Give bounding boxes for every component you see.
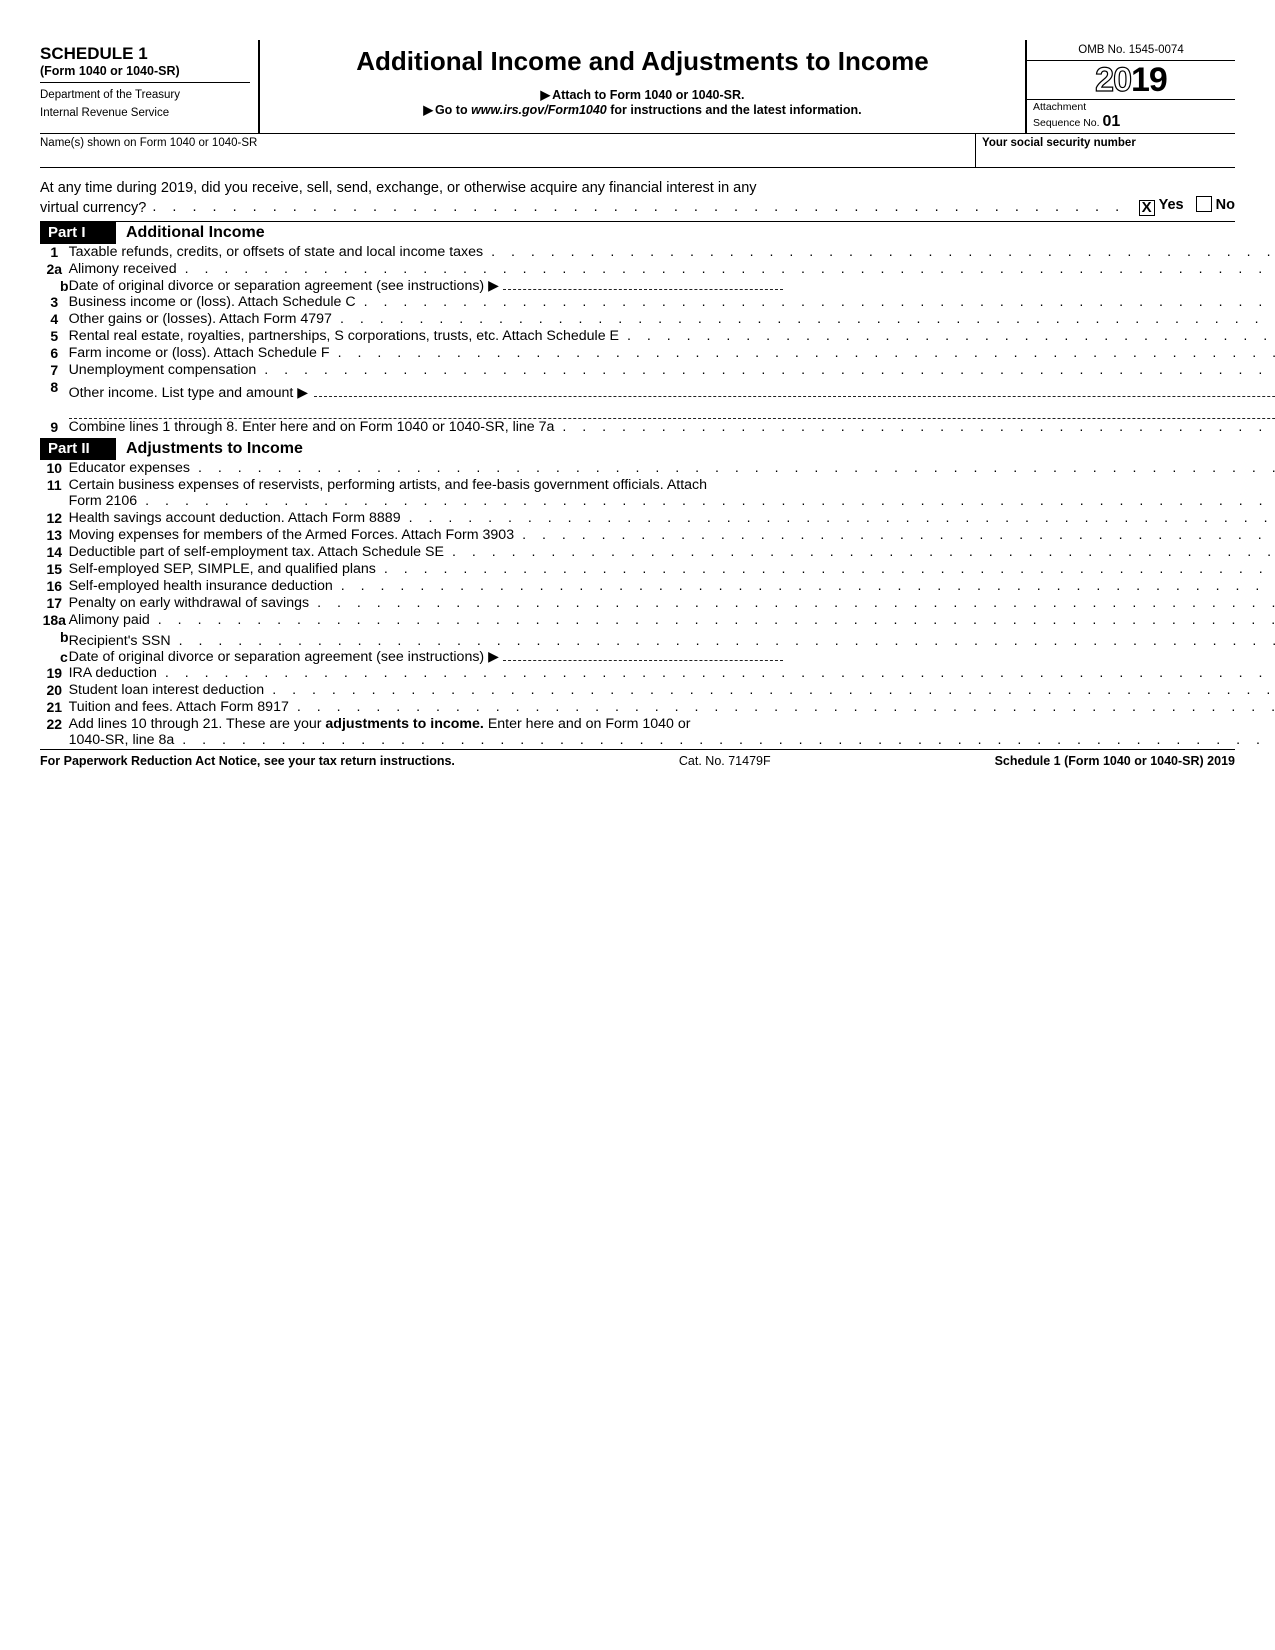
line-2a: 2a Alimony received. . . . . . . . . . .… (40, 261, 1275, 278)
name-row: Name(s) shown on Form 1040 or 1040-SR Yo… (40, 134, 1235, 168)
tax-year: 2019 (1027, 61, 1235, 99)
line-22b: 1040-SR, line 8a. . . . . . . . . . . . … (40, 732, 1275, 749)
line-21: 21 Tuition and fees. Attach Form 8917. .… (40, 699, 1275, 716)
schedule-label: SCHEDULE 1 (40, 44, 250, 64)
other-income-input-2[interactable] (69, 401, 1275, 419)
part-1-label: Part I (40, 222, 116, 244)
part-2-title: Adjustments to Income (116, 438, 303, 460)
attach-2: ▶Go to www.irs.gov/Form1040 for instruct… (268, 102, 1017, 117)
checkbox-yes[interactable]: X (1139, 200, 1155, 216)
line-8-desc: 8 Other income. List type and amount ▶ (40, 379, 1275, 401)
dept-treasury: Department of the Treasury (40, 83, 250, 101)
line-16: 16 Self-employed health insurance deduct… (40, 578, 1275, 595)
form-title: Additional Income and Adjustments to Inc… (268, 46, 1017, 87)
date-2b-input[interactable] (503, 289, 783, 290)
ssn-field-label[interactable]: Your social security number (975, 134, 1235, 167)
line-15: 15 Self-employed SEP, SIMPLE, and qualif… (40, 561, 1275, 578)
line-13: 13 Moving expenses for members of the Ar… (40, 527, 1275, 544)
header-left: SCHEDULE 1 (Form 1040 or 1040-SR) Depart… (40, 40, 260, 133)
line-19: 19 IRA deduction. . . . . . . . . . . . … (40, 665, 1275, 682)
question-line-1: At any time during 2019, did you receive… (40, 180, 1235, 196)
checkbox-no[interactable] (1196, 196, 1212, 212)
form-footer: For Paperwork Reduction Act Notice, see … (40, 750, 1235, 768)
line-11a: 11 Certain business expenses of reservis… (40, 477, 1275, 493)
line-18b: b Recipient's SSN. . . . . . . . . . . .… (40, 629, 1275, 649)
part-1-header: Part I Additional Income (40, 221, 1235, 244)
line-5: 5 Rental real estate, royalties, partner… (40, 328, 1275, 345)
header-center: Additional Income and Adjustments to Inc… (260, 40, 1025, 133)
dept-irs: Internal Revenue Service (40, 101, 250, 119)
line-9: 9 Combine lines 1 through 8. Enter here … (40, 419, 1275, 436)
line-17: 17 Penalty on early withdrawal of saving… (40, 595, 1275, 612)
question-dots: . . . . . . . . . . . . . . . . . . . . … (146, 199, 1122, 216)
line-7: 7 Unemployment compensation. . . . . . .… (40, 362, 1275, 379)
line-14: 14 Deductible part of self-employment ta… (40, 544, 1275, 561)
form-header: SCHEDULE 1 (Form 1040 or 1040-SR) Depart… (40, 40, 1235, 134)
name-field-label[interactable]: Name(s) shown on Form 1040 or 1040-SR (40, 134, 975, 167)
line-18c: c Date of original divorce or separation… (40, 649, 1275, 665)
line-4: 4 Other gains or (losses). Attach Form 4… (40, 311, 1275, 328)
footer-right: Schedule 1 (Form 1040 or 1040-SR) 2019 (995, 754, 1235, 768)
part-2-header: Part II Adjustments to Income (40, 438, 1235, 460)
footer-center: Cat. No. 71479F (679, 754, 771, 768)
question-line-2: virtual currency? (40, 200, 146, 216)
crypto-question: At any time during 2019, did you receive… (40, 168, 1235, 219)
line-11b: Form 2106. . . . . . . . . . . . . . . .… (40, 493, 1275, 510)
date-18c-input[interactable] (503, 660, 783, 661)
part-1-table: 1 Taxable refunds, credits, or offsets o… (40, 244, 1275, 436)
question-checkboxes: XYes No (1123, 196, 1235, 216)
line-20: 20 Student loan interest deduction. . . … (40, 682, 1275, 699)
line-1: 1 Taxable refunds, credits, or offsets o… (40, 244, 1275, 261)
sequence: Attachment Sequence No. 01 (1027, 99, 1235, 133)
other-income-input-1[interactable] (314, 379, 1275, 397)
form-container: SCHEDULE 1 (Form 1040 or 1040-SR) Depart… (40, 40, 1235, 768)
footer-left: For Paperwork Reduction Act Notice, see … (40, 754, 455, 768)
line-18a: 18a Alimony paid. . . . . . . . . . . . … (40, 612, 1275, 629)
line-6: 6 Farm income or (loss). Attach Schedule… (40, 345, 1275, 362)
line-8: 8 (40, 401, 1275, 419)
line-22a: 22 Add lines 10 through 21. These are yo… (40, 716, 1275, 732)
line-3: 3 Business income or (loss). Attach Sche… (40, 294, 1275, 311)
form-number: (Form 1040 or 1040-SR) (40, 64, 250, 83)
part-2-label: Part II (40, 438, 116, 460)
line-10: 10 Educator expenses. . . . . . . . . . … (40, 460, 1275, 477)
header-right: OMB No. 1545-0074 2019 Attachment Sequen… (1025, 40, 1235, 133)
line-2b: b Date of original divorce or separation… (40, 278, 1275, 294)
part-2-table: 10 Educator expenses. . . . . . . . . . … (40, 460, 1275, 749)
line-12: 12 Health savings account deduction. Att… (40, 510, 1275, 527)
attach-1: ▶Attach to Form 1040 or 1040-SR. (268, 87, 1017, 102)
omb-number: OMB No. 1545-0074 (1027, 40, 1235, 61)
part-1-title: Additional Income (116, 222, 265, 244)
